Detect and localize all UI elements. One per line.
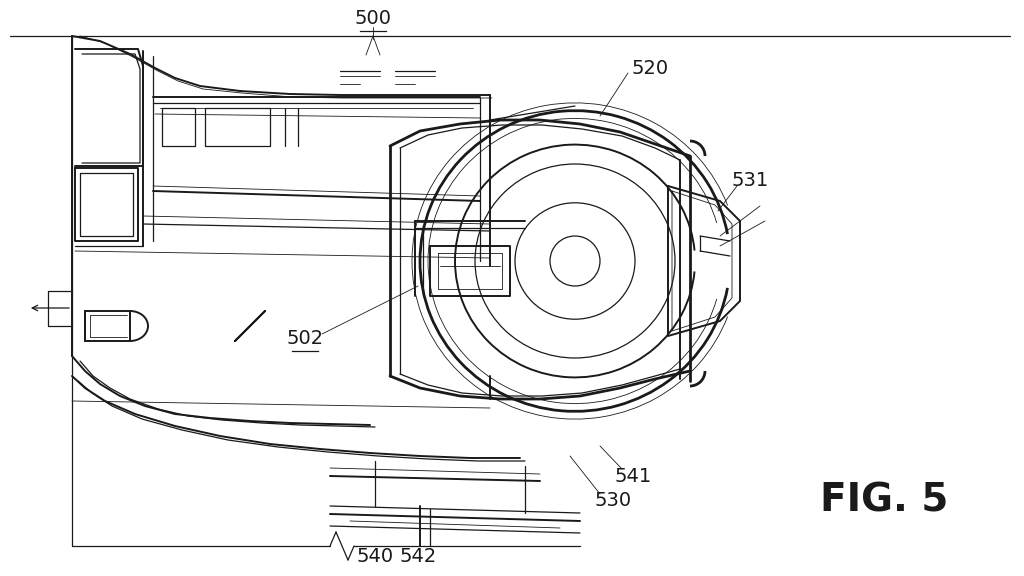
- Text: 541: 541: [614, 467, 651, 486]
- Text: FIG. 5: FIG. 5: [820, 481, 948, 519]
- Text: 542: 542: [399, 547, 436, 566]
- Text: 520: 520: [632, 59, 669, 78]
- Text: 500: 500: [354, 9, 391, 28]
- Text: 502: 502: [287, 328, 324, 347]
- Text: 531: 531: [731, 172, 769, 191]
- Text: 540: 540: [356, 547, 393, 566]
- Text: 530: 530: [595, 491, 632, 510]
